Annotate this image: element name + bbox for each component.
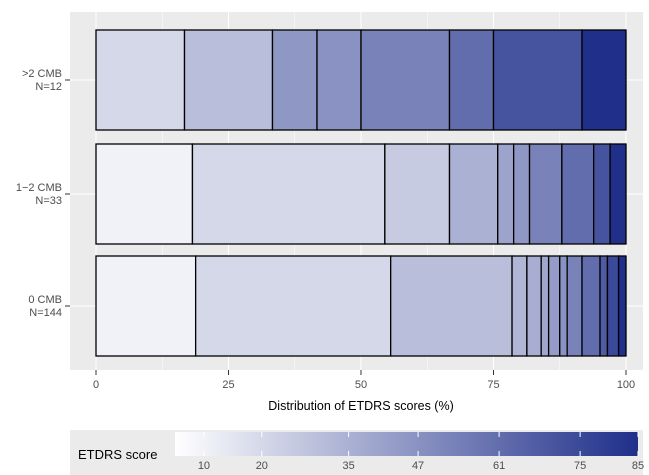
y-tick-sublabel: N=144 xyxy=(29,307,62,319)
x-tick-label: 100 xyxy=(617,379,635,391)
y-tick-sublabel: N=33 xyxy=(35,195,62,207)
bar-segment xyxy=(566,255,583,357)
bar-segment xyxy=(561,143,595,245)
bar-segment xyxy=(606,255,620,357)
colorbar-tick-label: 20 xyxy=(256,460,268,472)
colorbar-tick-label: 35 xyxy=(343,460,355,472)
colorbar-tick-label: 47 xyxy=(412,460,424,472)
bar-segment xyxy=(271,29,318,131)
bar-segment xyxy=(599,255,609,357)
colorbar-ticks: 10 20 35 47 61 75 85 xyxy=(198,432,644,472)
bar-segment xyxy=(316,29,362,131)
x-axis-title: Distribution of ETDRS scores (%) xyxy=(268,399,453,413)
y-tick-label: >2 CMB xyxy=(22,68,62,80)
bar-segment xyxy=(559,255,568,357)
bar-segment xyxy=(492,29,583,131)
x-tick-label: 25 xyxy=(222,379,234,391)
bar-segment xyxy=(390,255,513,357)
bar-segment xyxy=(512,143,531,245)
colorbar-tick-label: 75 xyxy=(574,460,586,472)
bar-segment xyxy=(95,29,186,131)
bar-segment xyxy=(526,255,542,357)
bar-segment xyxy=(497,143,515,245)
bar-segment xyxy=(593,143,611,245)
bar-segment xyxy=(581,255,601,357)
colorbar-title: ETDRS score xyxy=(78,447,157,462)
bar-segment xyxy=(384,143,451,245)
x-tick-label: 50 xyxy=(355,379,367,391)
bar-segment xyxy=(511,255,528,357)
bar-segment xyxy=(581,29,627,131)
bar-segment xyxy=(448,29,495,131)
y-tick-sublabel: N=12 xyxy=(35,81,62,93)
colorbar-tick-label: 85 xyxy=(632,460,644,472)
stacked-bars xyxy=(95,29,627,357)
bar-segment xyxy=(617,255,627,357)
colorbar-tick-label: 61 xyxy=(493,460,505,472)
bar-segment xyxy=(528,143,563,245)
bar-segment xyxy=(183,29,274,131)
colorbar xyxy=(175,432,638,456)
bar-segment xyxy=(95,143,194,245)
x-tick-label: 0 xyxy=(93,379,99,391)
bar-segment xyxy=(547,255,561,357)
y-tick-label: 1−2 CMB xyxy=(16,182,62,194)
y-tick-label: 0 CMB xyxy=(28,294,62,306)
bar-segment xyxy=(609,143,627,245)
bar-segment xyxy=(360,29,451,131)
colorbar-tick-label: 10 xyxy=(198,460,210,472)
bar-segment xyxy=(95,255,197,357)
bar-segment xyxy=(194,255,392,357)
bar-segment xyxy=(448,143,499,245)
x-tick-label: 75 xyxy=(487,379,499,391)
bar-segment xyxy=(540,255,550,357)
bar-segment xyxy=(191,143,386,245)
x-axis: 0 25 50 75 100 xyxy=(93,370,635,391)
